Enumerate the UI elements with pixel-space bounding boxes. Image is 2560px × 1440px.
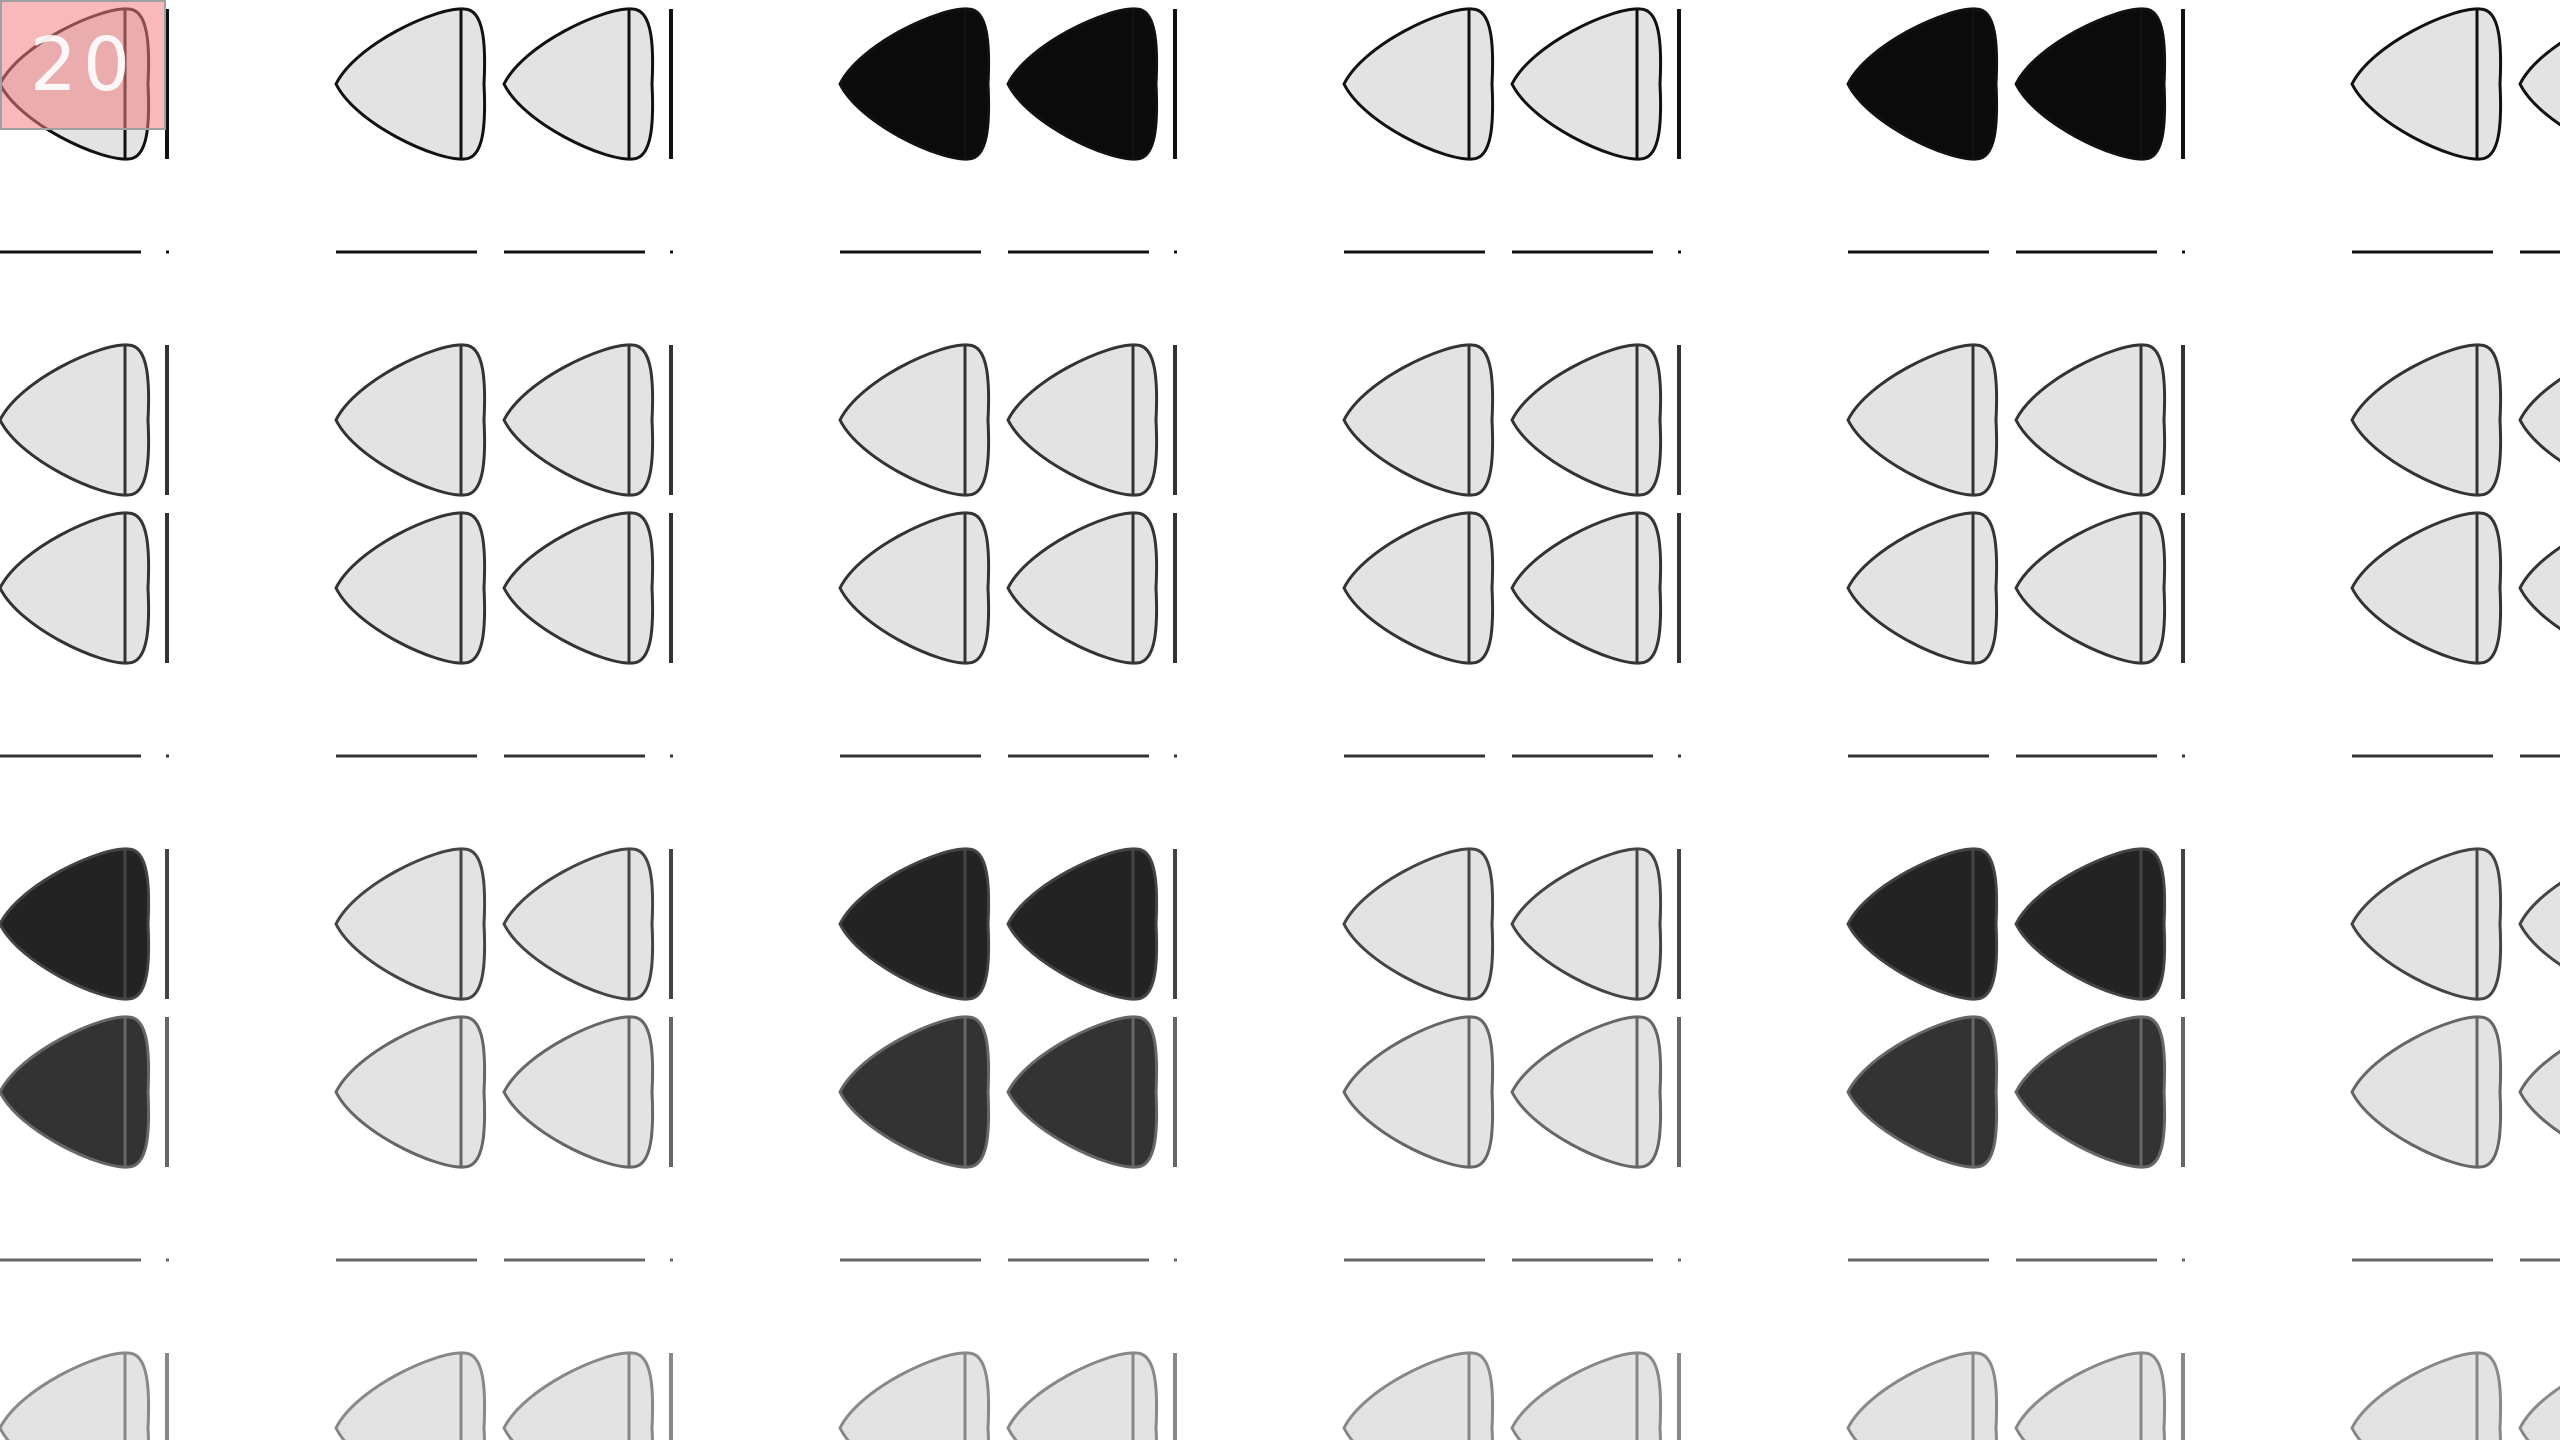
- pick-icon: [2350, 1015, 2503, 1169]
- pick-icon: [1846, 343, 1999, 497]
- pick-icon: [1006, 847, 1159, 1001]
- pick-icon: [838, 343, 991, 497]
- pick-icon: [502, 847, 655, 1001]
- pick-icon: [2518, 377, 2560, 463]
- pick-icon: [1342, 7, 1495, 161]
- pick-icon: [1006, 511, 1159, 665]
- pick-icon: [0, 511, 151, 665]
- pick-icon: [2350, 7, 2503, 161]
- pick-icon: [1342, 847, 1495, 1001]
- pick-icon: [2014, 7, 2167, 161]
- pick-icon: [838, 1015, 991, 1169]
- pick-icon: [838, 7, 991, 161]
- pick-icon: [2350, 343, 2503, 497]
- pick-icon: [2014, 511, 2167, 665]
- pick-icon: [2350, 847, 2503, 1001]
- pick-icon: [2014, 1015, 2167, 1169]
- pick-icon: [1846, 1015, 1999, 1169]
- pick-icon: [0, 1351, 151, 1440]
- pick-icon: [838, 1351, 991, 1440]
- pick-icon: [0, 343, 151, 497]
- pick-icon: [2518, 545, 2560, 631]
- pick-icon: [1006, 343, 1159, 497]
- pick-icon: [502, 1015, 655, 1169]
- pick-icon: [334, 511, 487, 665]
- pick-icon: [838, 847, 991, 1001]
- pick-icon: [2518, 41, 2560, 127]
- pick-icon: [334, 1015, 487, 1169]
- pick-icon: [2350, 1351, 2503, 1440]
- pick-icon: [334, 847, 487, 1001]
- pick-icon: [2518, 1049, 2560, 1135]
- pick-icon: [1342, 343, 1495, 497]
- pick-icon: [334, 7, 487, 161]
- pick-icon: [2518, 1385, 2560, 1440]
- counter-badge[interactable]: 20: [0, 0, 166, 130]
- pick-icon: [502, 511, 655, 665]
- pick-icon: [334, 1351, 487, 1440]
- pick-icon: [1510, 1015, 1663, 1169]
- pick-icon: [1342, 1015, 1495, 1169]
- pick-icon: [1342, 511, 1495, 665]
- pick-icon: [502, 7, 655, 161]
- pick-icon: [1510, 847, 1663, 1001]
- pick-icon: [2014, 1351, 2167, 1440]
- pick-icon: [2014, 847, 2167, 1001]
- pick-icon: [838, 511, 991, 665]
- pick-icon: [1006, 1351, 1159, 1440]
- pick-icon: [502, 1351, 655, 1440]
- pick-icon: [1510, 7, 1663, 161]
- pick-icon: [1342, 1351, 1495, 1440]
- pick-icon: [334, 343, 487, 497]
- pick-icon: [1510, 511, 1663, 665]
- pick-icon: [0, 847, 151, 1001]
- pick-icon: [2518, 881, 2560, 967]
- pick-icon: [1006, 1015, 1159, 1169]
- pick-icon: [1846, 1351, 1999, 1440]
- pick-icon: [1846, 7, 1999, 161]
- pick-icon: [1510, 1351, 1663, 1440]
- pick-icon: [2014, 343, 2167, 497]
- pick-icon: [1846, 847, 1999, 1001]
- pick-icon: [0, 1015, 151, 1169]
- pick-icon: [2350, 511, 2503, 665]
- pick-icon: [1006, 7, 1159, 161]
- pick-icon: [1510, 343, 1663, 497]
- pick-icon: [502, 343, 655, 497]
- pick-icon: [1846, 511, 1999, 665]
